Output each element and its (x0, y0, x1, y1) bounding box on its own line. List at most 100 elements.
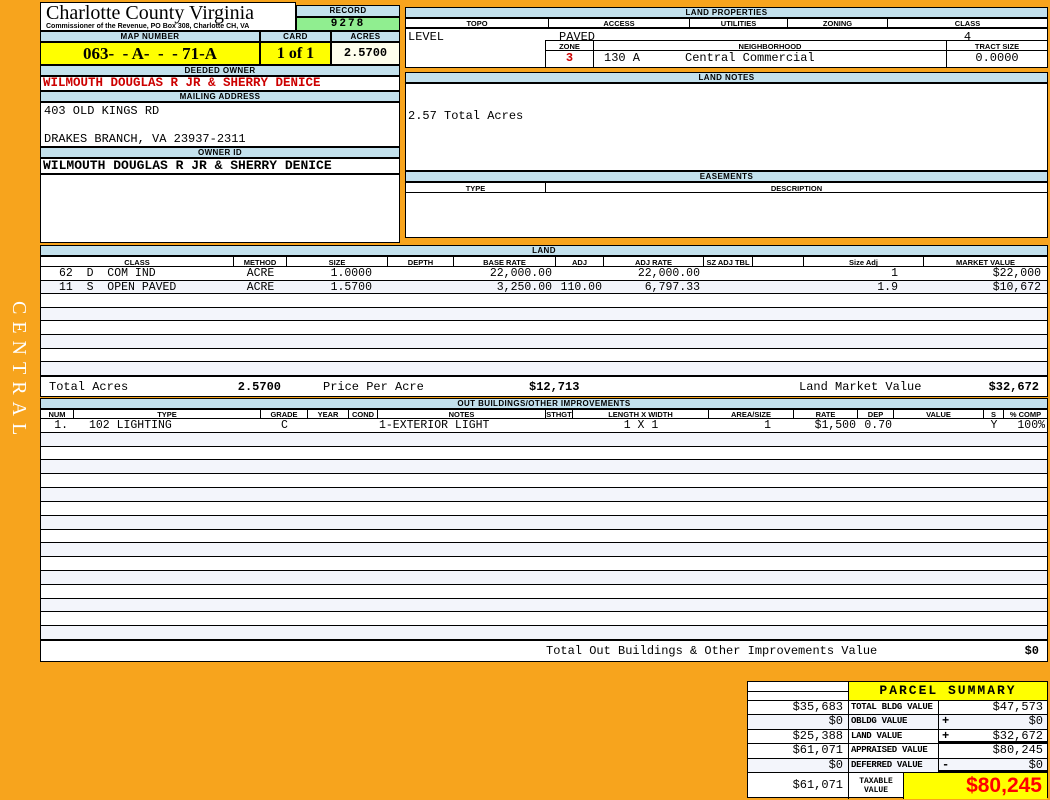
easement-description-header: DESCRIPTION (770, 184, 823, 192)
empty-table-row (41, 460, 1047, 475)
summary-right-value: $47,573 (992, 700, 1043, 714)
empty-table-row (41, 529, 1047, 544)
ob-type-header: TYPE (74, 410, 261, 418)
empty-table-row (41, 584, 1047, 599)
land-row-sz-adj-tbl (704, 267, 753, 280)
summary-left-value: $61,071 (748, 743, 849, 758)
land-row-size-adj: 1 (891, 267, 898, 280)
empty-table-row (41, 570, 1047, 585)
land-adj-rate-header: ADJ RATE (604, 257, 704, 266)
ob-cond-header: COND (349, 410, 378, 418)
land-row-size: 1.5700 (330, 280, 372, 294)
land-method-header: METHOD (234, 257, 287, 266)
ob-row-year (308, 419, 349, 432)
land-row-adj-rate: 6,797.33 (644, 280, 700, 294)
empty-table-row (41, 432, 1047, 447)
summary-right-value: $80,245 (992, 743, 1043, 758)
owner-spare-box (40, 174, 400, 243)
ob-pct-comp-header: % COMP (1009, 410, 1042, 419)
land-row-size: 1.0000 (330, 267, 372, 280)
owner-id-value: WILMOUTH DOUGLAS R JR & SHERRY DENICE (40, 158, 400, 174)
land-row-class: 11 S OPEN PAVED (59, 280, 177, 294)
land-market-value-header: MARKET VALUE (955, 258, 1016, 266)
land-row-depth (388, 267, 454, 280)
land-table-title: LAND (40, 245, 1048, 256)
ob-row-notes: 1-EXTERIOR LIGHT (379, 419, 490, 432)
summary-row-obldg: $0 OBLDG VALUE + $0 (748, 714, 1047, 730)
empty-table-row (41, 474, 1047, 489)
land-row-market-value: $22,000 (992, 267, 1041, 280)
topo-value: LEVEL (408, 30, 445, 44)
summary-row-label: TOTAL BLDG VALUE (851, 702, 933, 712)
neighborhood-name: Central Commercial (685, 51, 815, 65)
land-market-value-label: Land Market Value (799, 380, 922, 394)
ob-area-size-header: AREA/SIZE (709, 410, 794, 418)
summary-left-value: $25,388 (748, 729, 849, 744)
land-totals-row: Total Acres 2.5700 Price Per Acre $12,71… (40, 376, 1048, 397)
tract-size-value: 0.0000 (975, 51, 1019, 65)
land-row-sz-adj-tbl (704, 281, 753, 294)
empty-table-row (41, 515, 1047, 530)
summary-row-label: LAND VALUE (851, 730, 903, 741)
summary-row-label: DEFERRED VALUE (851, 759, 923, 770)
land-properties-title: LAND PROPERTIES (405, 7, 1048, 18)
ob-row-sthgt (546, 419, 573, 432)
acres-label: ACRES (331, 31, 400, 42)
land-properties-header-row: TOPO ACCESS UTILITIES ZONING CLASS (405, 18, 1048, 28)
summary-row-label: APPRAISED VALUE (851, 745, 928, 756)
summary-op: - (942, 757, 950, 772)
ob-sthgt-header: STHGT (546, 410, 573, 418)
land-row-method: ACRE (246, 280, 275, 294)
deeded-owner-label: DEEDED OWNER (40, 65, 400, 76)
land-row-market-value: $10,672 (992, 280, 1041, 294)
summary-left-value: $35,683 (748, 700, 849, 715)
ob-row-length-width: 1 X 1 (623, 419, 659, 432)
summary-row-total-bldg: $35,683 TOTAL BLDG VALUE $47,573 (748, 700, 1047, 716)
land-row-adj (556, 267, 604, 280)
map-number-label: MAP NUMBER (40, 31, 260, 42)
summary-row-appraised: $61,071 APPRAISED VALUE $80,245 (748, 743, 1047, 759)
parcel-summary-title: PARCEL SUMMARY (849, 682, 1047, 700)
access-column-header: ACCESS (549, 19, 690, 27)
summary-op: + (942, 714, 950, 729)
empty-table-row (41, 348, 1047, 363)
out-buildings-title: OUT BUILDINGS/OTHER IMPROVEMENTS (40, 398, 1048, 409)
out-building-row: 1. 102 LIGHTING C 1-EXTERIOR LIGHT 1 X 1… (41, 419, 1047, 433)
out-buildings-header-row: NUM TYPE GRADE YEAR COND NOTES STHGT LEN… (40, 409, 1048, 419)
land-table-row: 11 S OPEN PAVED ACRE 1.5700 3,250.00 110… (41, 280, 1047, 295)
acres-value: 2.5700 (331, 42, 400, 65)
ob-row-grade: C (281, 419, 288, 432)
summary-right-value: $32,672 (992, 728, 1043, 743)
empty-table-row (41, 307, 1047, 322)
ob-row-rate: $1,500 (814, 419, 856, 432)
taxable-label: TAXABLE VALUE (849, 772, 904, 799)
ob-notes-header: NOTES (378, 410, 546, 418)
land-class-header: CLASS (41, 257, 234, 266)
empty-table-row (41, 294, 1047, 308)
land-table-row: 62 D COM IND ACRE 1.0000 22,000.00 22,00… (41, 267, 1047, 281)
total-acres-value: 2.5700 (237, 380, 281, 394)
zone-value-row: 3 130 A Central Commercial 0.0000 (545, 51, 1048, 68)
land-blank-header (753, 257, 804, 266)
topo-column-header: TOPO (406, 19, 549, 27)
summary-row-label: OBLDG VALUE (851, 716, 908, 727)
class-value: 4 (963, 30, 972, 44)
summary-op: + (942, 728, 950, 743)
summary-right-value: $0 (1028, 757, 1043, 772)
easements-header-row: TYPE DESCRIPTION (405, 182, 1048, 193)
zoning-column-header: ZONING (788, 19, 888, 27)
land-row-adj: 110.00 (560, 280, 602, 294)
empty-table-row (41, 362, 1047, 375)
county-title: Charlotte County Virginia (46, 2, 255, 24)
taxable-left-value: $61,071 (748, 772, 849, 799)
empty-table-row (41, 612, 1047, 627)
land-row-base-rate: 3,250.00 (496, 280, 552, 294)
address-line-1: 403 OLD KINGS RD (44, 104, 160, 118)
ob-length-width-header: LENGTH X WIDTH (573, 410, 709, 418)
empty-table-row (41, 488, 1047, 502)
land-notes-box: 2.57 Total Acres (405, 83, 1048, 171)
empty-table-row (41, 335, 1047, 349)
ob-grade-header: GRADE (261, 410, 308, 418)
deeded-owner-value: WILMOUTH DOUGLAS R JR & SHERRY DENICE (40, 76, 400, 91)
